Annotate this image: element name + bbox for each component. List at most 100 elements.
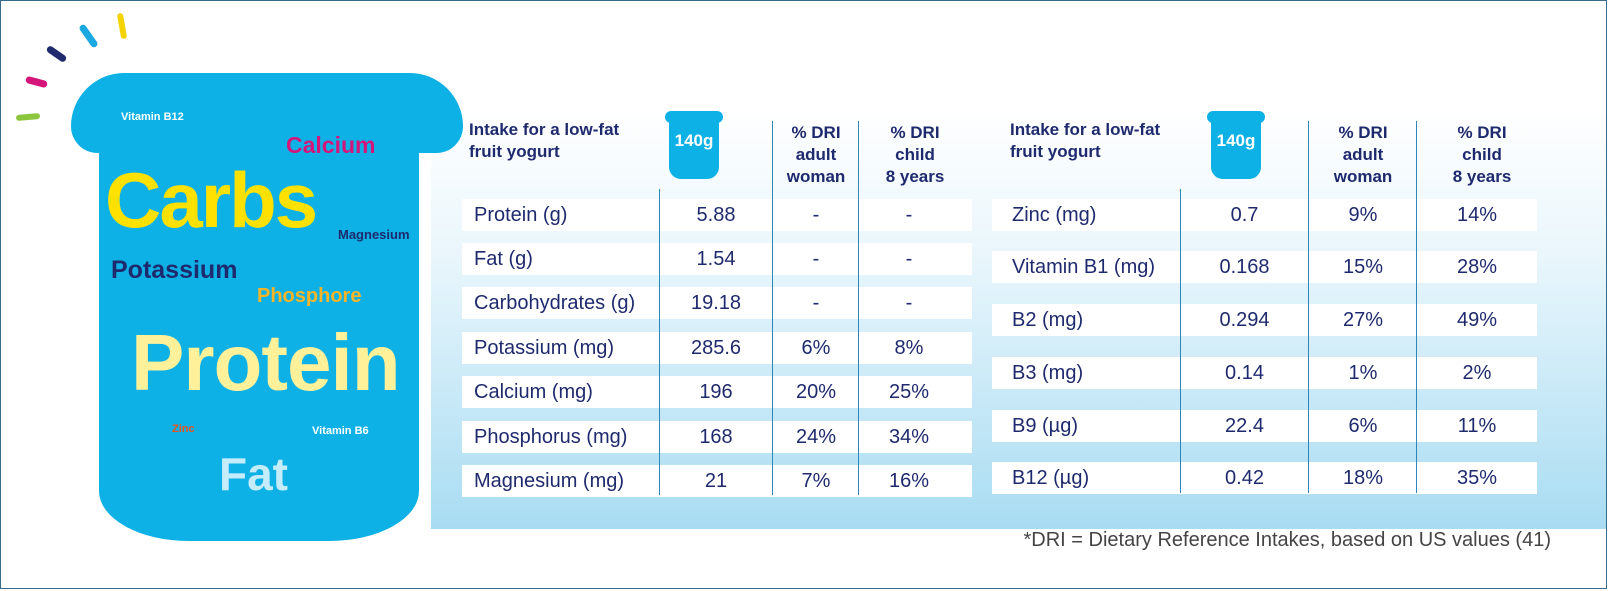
table-row: B3 (mg) 0.14 1% 2% <box>992 357 1537 389</box>
word-vitamin-b12: Vitamin B12 <box>121 111 184 123</box>
amount-cell: 285.6 <box>690 337 742 359</box>
amount-cell: 5.88 <box>696 204 736 226</box>
woman-cell: - <box>812 248 820 270</box>
woman-cell: - <box>812 292 820 314</box>
navy-ray-icon <box>45 44 68 64</box>
amount-cell: 0.7 <box>1230 204 1259 226</box>
cup-body-icon <box>669 117 719 179</box>
amount-cell: 0.14 <box>1225 362 1264 384</box>
dri-woman: woman <box>786 167 846 186</box>
woman-cell: 1% <box>1348 362 1378 384</box>
amount-cell: 0.294 <box>1219 309 1270 331</box>
table-row: B12 (µg) 0.42 18% 35% <box>992 462 1537 494</box>
child-cell: 35% <box>1456 467 1498 489</box>
word-vitamin-b6: Vitamin B6 <box>312 425 369 437</box>
nutrient-cell: B9 (µg) <box>1012 415 1078 437</box>
table-row: Fat (g) 1.54 - - <box>462 243 972 275</box>
woman-cell: 7% <box>801 470 831 492</box>
amount-cell: 196 <box>699 381 733 403</box>
nutrient-cell: B3 (mg) <box>1012 362 1084 384</box>
nutrient-cell: Magnesium (mg) <box>474 470 625 492</box>
woman-cell: 9% <box>1348 204 1378 226</box>
woman-cell: 6% <box>1348 415 1378 437</box>
nutrient-cell: B12 (µg) <box>1012 467 1090 489</box>
child-cell: 8% <box>894 337 924 359</box>
amount-cell: 21 <box>704 470 728 492</box>
yogurt-cup-lid <box>71 73 463 153</box>
woman-cell: 18% <box>1342 467 1384 489</box>
amount-cell: 168 <box>699 426 733 448</box>
table-row: Carbohydrates (g) 19.18 - - <box>462 287 972 319</box>
right-intake-header: Intake for a low-fat fruit yogurt <box>1010 119 1160 163</box>
child-cell: - <box>905 204 913 226</box>
table-row: B9 (µg) 22.4 6% 11% <box>992 410 1537 442</box>
nutrient-cell: Vitamin B1 (mg) <box>1012 256 1156 278</box>
amount-cell: 22.4 <box>1225 415 1264 437</box>
child-cell: 49% <box>1456 309 1498 331</box>
word-calcium: Calcium <box>286 132 376 158</box>
intake-line2: fruit yogurt <box>469 142 560 161</box>
child-cell: 34% <box>888 426 930 448</box>
cup-body-icon <box>1211 117 1261 179</box>
word-protein: Protein <box>131 318 401 407</box>
yellow-ray-icon <box>116 12 128 40</box>
intake-line2: fruit yogurt <box>1010 142 1101 161</box>
word-zinc: Zinc <box>172 423 195 435</box>
left-dri-woman-header: % DRI adult woman <box>773 122 859 188</box>
nutrient-cell: Phosphorus (mg) <box>474 426 628 448</box>
dri-adult: adult <box>1342 145 1384 164</box>
nutrient-cell: Carbohydrates (g) <box>474 292 636 314</box>
woman-cell: 27% <box>1342 309 1384 331</box>
table-row: Magnesium (mg) 21 7% 16% <box>462 465 972 497</box>
word-phosphore: Phosphore <box>257 285 362 307</box>
child-cell: 2% <box>1462 362 1492 384</box>
dri-label: % DRI <box>791 123 841 142</box>
amount-cell: 0.168 <box>1219 256 1270 278</box>
table-row: Calcium (mg) 196 20% 25% <box>462 376 972 408</box>
footnote: *DRI = Dietary Reference Intakes, based … <box>1023 529 1551 551</box>
cup-label: 140g <box>1216 131 1256 150</box>
table-row: Phosphorus (mg) 168 24% 34% <box>462 421 972 453</box>
word-potassium: Potassium <box>111 256 238 284</box>
woman-cell: 20% <box>795 381 837 403</box>
table-row: Protein (g) 5.88 - - <box>462 199 972 231</box>
dri-woman: woman <box>1333 167 1393 186</box>
amount-cell: 1.54 <box>696 248 736 270</box>
table-row: B2 (mg) 0.294 27% 49% <box>992 304 1537 336</box>
column-divider <box>858 121 859 495</box>
column-divider <box>772 121 773 495</box>
woman-cell: - <box>812 204 820 226</box>
dri-child: child <box>895 145 935 164</box>
yogurt-cup-body <box>99 121 419 541</box>
left-dri-child-header: % DRI child 8 years <box>859 122 971 188</box>
table-row: Zinc (mg) 0.7 9% 14% <box>992 199 1537 231</box>
dri-child: child <box>1462 145 1502 164</box>
table-row: Vitamin B1 (mg) 0.168 15% 28% <box>992 251 1537 283</box>
right-cup-icon: 140g <box>1207 111 1265 179</box>
child-cell: 25% <box>888 381 930 403</box>
column-divider <box>1180 189 1181 493</box>
word-magnesium: Magnesium <box>338 227 410 242</box>
child-cell: 14% <box>1456 204 1498 226</box>
nutrient-cell: Potassium (mg) <box>474 337 615 359</box>
dri-adult: adult <box>795 145 837 164</box>
right-dri-woman-header: % DRI adult woman <box>1309 122 1417 188</box>
dri-age: 8 years <box>885 167 945 186</box>
nutrient-cell: Fat (g) <box>474 248 533 270</box>
dri-label: % DRI <box>1338 123 1388 142</box>
child-cell: - <box>905 292 913 314</box>
intake-line1: Intake for a low-fat <box>469 120 620 139</box>
woman-cell: 24% <box>795 426 837 448</box>
green-ray-icon <box>15 112 41 122</box>
intake-line1: Intake for a low-fat <box>1010 120 1161 139</box>
cup-label: 140g <box>674 131 714 150</box>
nutrient-cell: Zinc (mg) <box>1012 204 1097 226</box>
child-cell: - <box>905 248 913 270</box>
table-row: Potassium (mg) 285.6 6% 8% <box>462 332 972 364</box>
amount-cell: 19.18 <box>690 292 742 314</box>
column-divider <box>1416 121 1417 493</box>
cup-rim-icon <box>1207 111 1265 123</box>
left-intake-header: Intake for a low-fat fruit yogurt <box>469 119 619 163</box>
magenta-ray-icon <box>24 75 49 89</box>
